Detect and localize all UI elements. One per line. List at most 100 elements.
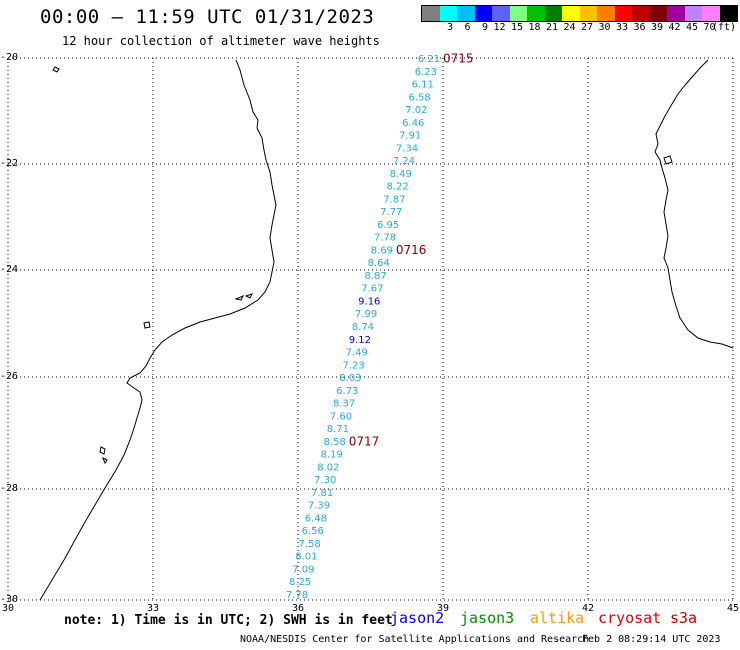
longitude-label: 36 bbox=[292, 603, 305, 614]
wave-height-value: 7.78 bbox=[374, 233, 396, 244]
scale-label: 42 bbox=[668, 22, 681, 33]
scale-label: 15 bbox=[510, 22, 523, 33]
scale-swatch bbox=[562, 6, 580, 21]
time-markers: 0715 0716 0717 bbox=[349, 52, 474, 449]
satellite-legend-item: s3a bbox=[670, 609, 698, 627]
scale-swatch bbox=[527, 6, 545, 21]
wave-height-value: 8.22 bbox=[386, 182, 408, 193]
scale-label: 9 bbox=[481, 22, 488, 33]
wave-height-value: 9.16 bbox=[358, 297, 380, 308]
wave-height-value: 8.02 bbox=[317, 462, 339, 473]
wave-height-value: 7.81 bbox=[311, 488, 333, 499]
wave-height-value: 6.58 bbox=[408, 92, 430, 103]
wave-height-value: 8.49 bbox=[390, 169, 412, 180]
graticule bbox=[7, 57, 734, 601]
wave-height-value: 8.25 bbox=[289, 577, 311, 588]
wave-height-value: 8.37 bbox=[333, 399, 355, 410]
scale-swatch bbox=[649, 6, 667, 21]
wave-height-value: 8.87 bbox=[364, 271, 386, 282]
scale-swatch bbox=[719, 6, 737, 21]
latitude-label: -24 bbox=[0, 264, 19, 275]
wave-height-value: 7.58 bbox=[298, 539, 320, 550]
scale-label: 27 bbox=[580, 22, 593, 33]
generation-timestamp: Feb 2 08:29:14 UTC 2023 bbox=[582, 634, 721, 645]
wave-height-value: 6.46 bbox=[402, 118, 424, 129]
time-marker: 0715 bbox=[443, 52, 474, 66]
scale-swatch bbox=[457, 6, 475, 21]
wave-height-value: 6.21 bbox=[418, 54, 440, 65]
footer-note: note: 1) Time is in UTC; 2) SWH is in fe… bbox=[64, 613, 393, 628]
scale-swatch bbox=[684, 6, 702, 21]
time-marker: 0716 bbox=[396, 243, 427, 257]
wave-height-value: 8.58 bbox=[324, 437, 346, 448]
color-scale-bar bbox=[421, 5, 738, 22]
longitude-label: 33 bbox=[147, 603, 160, 614]
wave-height-value: 6.11 bbox=[412, 80, 434, 91]
scale-swatch bbox=[509, 6, 527, 21]
scale-swatch bbox=[422, 6, 440, 21]
wave-height-value: 7.77 bbox=[380, 207, 402, 218]
scale-swatch bbox=[544, 6, 562, 21]
satellite-legend-item: jason3 bbox=[460, 609, 515, 627]
wave-height-value: 8.03 bbox=[339, 373, 361, 384]
scale-units: (ft) bbox=[712, 22, 737, 33]
latitude-label: -26 bbox=[0, 371, 19, 382]
scale-swatch bbox=[614, 6, 632, 21]
scale-label: 6 bbox=[464, 22, 471, 33]
longitude-label: 45 bbox=[727, 603, 740, 614]
time-marker: 0717 bbox=[349, 434, 380, 448]
longitude-label: 39 bbox=[437, 603, 450, 614]
scale-swatch bbox=[492, 6, 510, 21]
color-scale-labels: 3 6 9 12 15 18 21 24 27 30 33 36 39 42 45 70 bbox=[421, 22, 719, 33]
scale-swatch bbox=[632, 6, 650, 21]
scale-label: 18 bbox=[528, 22, 541, 33]
map-subtitle: 12 hour collection of altimeter wave hei… bbox=[62, 34, 380, 48]
wave-height-value: 9.12 bbox=[349, 335, 371, 346]
latitude-label: -28 bbox=[0, 483, 19, 494]
wave-height-track: 6.21 6.23 6.116.58 7.02 6.46 7.917.34 7.24 8.49… bbox=[286, 54, 440, 601]
wave-height-value: 8.64 bbox=[368, 258, 390, 269]
wave-height-value: 8.19 bbox=[320, 450, 342, 461]
wave-height-value: 7.60 bbox=[330, 411, 352, 422]
scale-swatch bbox=[439, 6, 457, 21]
wave-height-value: 7.34 bbox=[396, 143, 418, 154]
wave-height-value: 6.56 bbox=[302, 526, 324, 537]
wave-height-value: 7.39 bbox=[308, 501, 330, 512]
wave-height-value: 6.73 bbox=[336, 386, 358, 397]
wave-height-value: 7.02 bbox=[405, 105, 427, 116]
wave-height-value: 7.09 bbox=[292, 565, 314, 576]
scale-label: 70 bbox=[703, 22, 716, 33]
scale-label: 24 bbox=[563, 22, 576, 33]
wave-height-value: 7.87 bbox=[383, 194, 405, 205]
scale-swatch bbox=[702, 6, 720, 21]
longitude-label: 30 bbox=[2, 603, 15, 614]
scale-label: 30 bbox=[598, 22, 611, 33]
scale-label: 21 bbox=[545, 22, 558, 33]
map-title: 00:00 – 11:59 UTC 01/31/2023 bbox=[40, 6, 375, 28]
latitude-label: -30 bbox=[0, 594, 19, 605]
scale-label: 36 bbox=[633, 22, 646, 33]
longitude-label: 42 bbox=[582, 603, 595, 614]
latitude-label: -20 bbox=[0, 52, 19, 63]
scale-label: 33 bbox=[615, 22, 628, 33]
scale-label: 45 bbox=[685, 22, 698, 33]
satellite-legend-item: jason2 bbox=[390, 609, 445, 627]
wave-height-value: 8.74 bbox=[352, 322, 374, 333]
scale-swatch bbox=[667, 6, 685, 21]
wave-height-value: 6.48 bbox=[305, 513, 327, 524]
wave-height-value: 7.23 bbox=[342, 360, 364, 371]
wave-height-value: 8.69 bbox=[371, 245, 393, 256]
scale-label: 12 bbox=[493, 22, 506, 33]
credit-text: NOAA/NESDIS Center for Satellite Applica… bbox=[240, 634, 590, 645]
wave-height-value: 8.71 bbox=[327, 424, 349, 435]
wave-height-value: 7.78 bbox=[286, 590, 308, 601]
scale-swatch bbox=[597, 6, 615, 21]
wave-height-value: 6.23 bbox=[415, 67, 437, 78]
wave-height-value: 8.01 bbox=[295, 552, 317, 563]
coastline bbox=[39, 59, 734, 601]
scale-swatch bbox=[579, 6, 597, 21]
wave-height-value: 7.99 bbox=[355, 309, 377, 320]
scale-label: 3 bbox=[446, 22, 453, 33]
wave-height-value: 7.67 bbox=[361, 284, 383, 295]
